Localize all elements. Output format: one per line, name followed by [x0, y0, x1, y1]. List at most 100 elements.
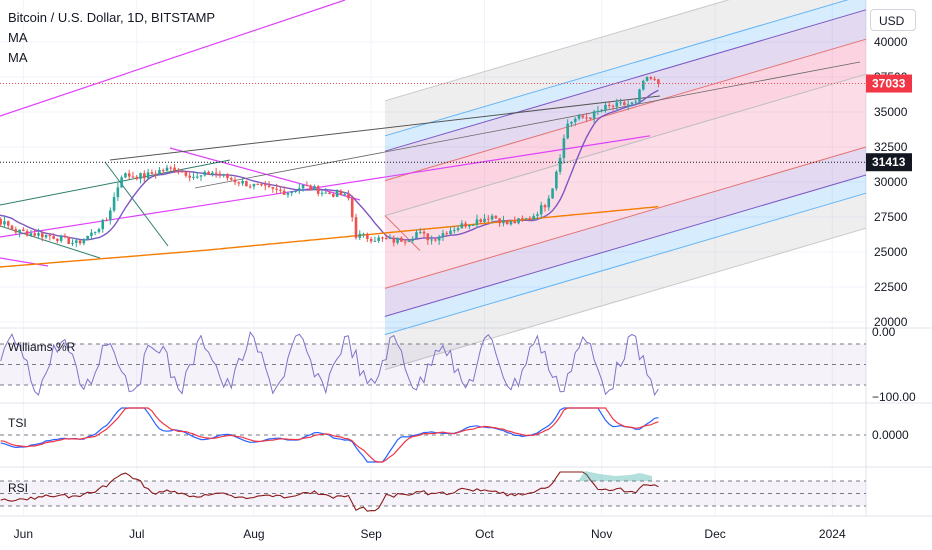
pitchfork-drawing	[384, 0, 867, 371]
candle-body-89	[313, 186, 316, 190]
candle-body-88	[309, 185, 312, 190]
candle-body-174	[634, 101, 638, 103]
price-axis[interactable]: 2000022500250002750030000325003500037500…	[866, 35, 916, 442]
candle-body-178	[649, 77, 653, 79]
candle-body-118	[422, 231, 426, 234]
candle-body-167	[607, 104, 611, 106]
candle-body-128	[460, 223, 464, 229]
candle-body-103	[366, 233, 369, 239]
candle-body-71	[245, 180, 248, 187]
candle-body-131	[471, 224, 475, 226]
candle-body-24	[67, 236, 71, 244]
fork-band-purple-high	[385, 9, 866, 181]
candle-body-169	[615, 102, 619, 107]
candle-body-77	[267, 185, 271, 187]
candle-body-137	[494, 215, 498, 219]
time-label-5: Nov	[591, 527, 612, 541]
candle-body-36	[112, 197, 116, 211]
candle-body-116	[415, 232, 418, 239]
candle-body-135	[487, 218, 490, 220]
candle-body-175	[638, 89, 641, 102]
fork-band-blue-high	[385, 0, 866, 152]
candle-body-165	[600, 109, 603, 111]
candle-body-117	[418, 231, 422, 233]
candle-body-61	[207, 171, 210, 175]
candle-body-152	[551, 188, 554, 199]
time-label-3: Sep	[360, 527, 382, 541]
candle-body-17	[40, 233, 44, 238]
green-channel-low	[104, 161, 169, 247]
candle-body-22	[59, 235, 63, 241]
candle-body-158	[573, 118, 577, 122]
candle-body-68	[233, 179, 237, 183]
candle-body-84	[294, 190, 297, 192]
currency-button[interactable]: USD	[870, 9, 916, 31]
candle-body-16	[37, 233, 40, 236]
candle-body-179	[653, 78, 656, 80]
tsi-line-1	[0, 407, 659, 463]
marked-level-tag: 31413	[872, 155, 906, 169]
candle-body-138	[498, 218, 501, 224]
candle-body-162	[589, 117, 592, 119]
candle-body-70	[241, 180, 244, 184]
candle-body-41	[131, 176, 135, 178]
candle-body-112	[400, 237, 403, 242]
candle-body-39	[124, 173, 127, 178]
candle-body-160	[581, 115, 585, 118]
candles	[0, 76, 660, 248]
rsi-pane-label[interactable]: RSI	[8, 481, 29, 495]
candle-body-19	[48, 235, 52, 237]
candle-body-98	[347, 194, 350, 199]
candle-body-113	[403, 241, 407, 243]
price-tick-2: 25000	[874, 245, 908, 259]
price-tick-6: 35000	[874, 105, 908, 119]
candle-body-132	[475, 219, 479, 225]
candle-body-25	[71, 242, 74, 244]
candle-body-45	[146, 172, 150, 179]
candle-body-94	[332, 193, 335, 197]
fork-line-3	[384, 146, 867, 289]
candle-body-21	[56, 238, 59, 241]
candle-body-111	[396, 237, 399, 243]
fork-handle	[384, 215, 421, 251]
williams-pane-label[interactable]: Williams %R	[8, 340, 76, 354]
candle-body-155	[562, 138, 566, 158]
candle-body-50	[165, 167, 169, 171]
tsi-pane-label[interactable]: TSI	[8, 416, 27, 430]
candle-body-93	[328, 192, 331, 194]
candle-body-53	[177, 170, 180, 172]
thin-trend-line	[194, 61, 861, 189]
candle-body-60	[203, 171, 207, 176]
time-label-1: Jul	[129, 527, 144, 541]
candle-body-75	[260, 184, 263, 186]
candle-body-127	[456, 228, 460, 231]
indicator-ma-1[interactable]: MA	[8, 30, 28, 45]
candle-body-57	[192, 176, 195, 178]
time-axis[interactable]: Jun Jul Aug Sep Oct Nov Dec 2024	[14, 527, 846, 541]
fork-line-2	[384, 174, 867, 317]
price-tick-3: 27500	[874, 210, 908, 224]
candle-body-55	[184, 171, 188, 176]
candle-body-40	[127, 173, 131, 177]
candle-body-95	[335, 190, 339, 197]
candle-body-34	[105, 219, 108, 221]
candle-body-43	[139, 173, 142, 179]
candle-body-109	[388, 237, 392, 239]
candle-body-20	[52, 236, 55, 239]
indicator-ma-2[interactable]: MA	[8, 50, 28, 65]
candle-body-90	[316, 186, 320, 194]
candle-body-122	[437, 236, 441, 241]
indicator-panes	[0, 330, 866, 512]
candle-body-87	[305, 184, 309, 186]
time-label-6: Dec	[704, 527, 725, 541]
candle-body-130	[468, 224, 471, 227]
magenta-ray-top	[0, 0, 346, 117]
candle-body-180	[657, 79, 660, 84]
candle-body-119	[426, 233, 430, 241]
candle-body-106	[377, 237, 380, 241]
candle-body-105	[373, 240, 377, 242]
candle-body-148	[536, 214, 539, 216]
ma-slow-line	[0, 205, 659, 268]
candle-body-49	[161, 170, 165, 172]
